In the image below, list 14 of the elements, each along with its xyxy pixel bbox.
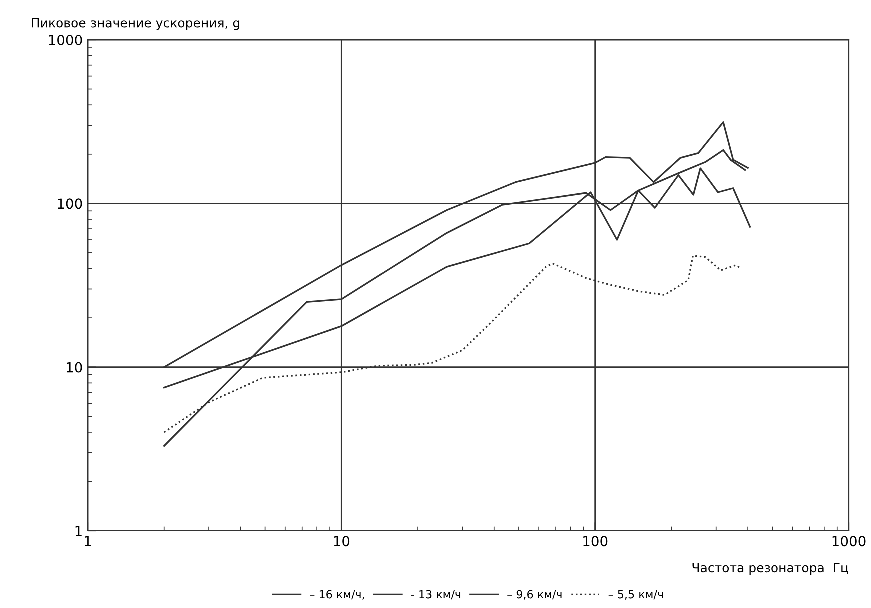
- x-tick-label: 1000: [832, 536, 866, 547]
- y-tick-label: 1: [76, 526, 82, 536]
- x-tick-label: 1: [85, 536, 92, 546]
- y-tick-label: 1000: [49, 34, 82, 46]
- legend-label: – 16 км/ч,: [310, 590, 364, 600]
- legend-label: - 13 км/ч: [411, 590, 461, 600]
- y-axis-title: Пиковое значение ускорения, g: [32, 18, 240, 30]
- x-tick-label: 100: [584, 536, 608, 547]
- legend-label: – 9,6 км/ч: [508, 590, 562, 600]
- y-tick-label: 10: [66, 362, 82, 373]
- y-tick-label: 100: [58, 198, 82, 210]
- legend-label: – 5,5 км/ч: [608, 590, 663, 600]
- x-tick-label: 10: [334, 536, 350, 547]
- x-axis-title: Частота резонатора Гц: [692, 563, 848, 576]
